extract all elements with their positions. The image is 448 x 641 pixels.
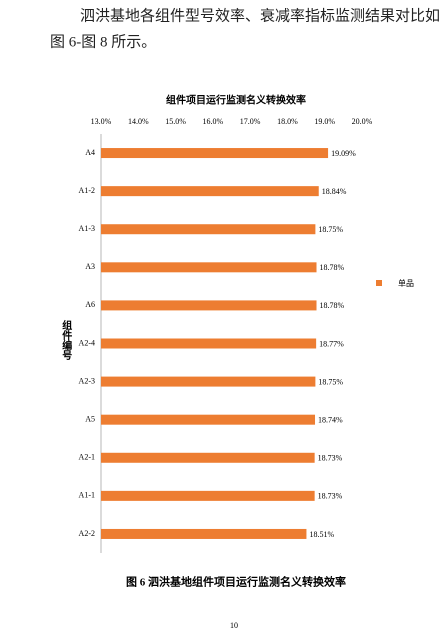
value-label: 18.73% [318, 454, 343, 463]
x-tick-label: 14.0% [128, 117, 149, 126]
x-tick-label: 19.0% [314, 117, 335, 126]
y-tick-label: A2-4 [79, 338, 95, 347]
paragraph-line: 图 6-图 8 所示。 [50, 33, 156, 50]
bar [101, 186, 319, 197]
y-tick-label: A1-2 [79, 186, 95, 195]
bar [101, 452, 315, 463]
y-tick-label: A1-1 [79, 491, 95, 500]
chart-title: 组件项目运行监测名义转换效率 [166, 93, 306, 106]
y-tick-label: A2-1 [79, 453, 95, 462]
y-tick-label: A2-2 [79, 529, 95, 538]
bar [101, 528, 307, 539]
value-label: 18.78% [320, 263, 345, 272]
value-label: 18.73% [318, 492, 343, 501]
bar [101, 338, 317, 349]
value-label: 18.78% [320, 301, 345, 310]
value-label: 18.77% [319, 339, 344, 348]
y-axis-label: 组件编号 [60, 319, 72, 361]
page-number: 10 [230, 621, 238, 630]
y-tick-label: A4 [85, 148, 95, 157]
value-label: 18.51% [309, 530, 334, 539]
value-label: 18.74% [318, 416, 343, 425]
x-tick-label: 17.0% [240, 117, 261, 126]
y-tick-label: A1-3 [79, 224, 95, 233]
bar [101, 490, 315, 501]
value-label: 18.75% [318, 225, 343, 234]
bar [101, 148, 329, 159]
x-tick-label: 18.0% [277, 117, 298, 126]
y-tick-label: A2-3 [79, 376, 95, 385]
bar [101, 414, 316, 425]
y-tick-label: A6 [85, 300, 95, 309]
legend-swatch [376, 280, 382, 286]
value-label: 19.09% [331, 149, 356, 158]
value-label: 18.75% [318, 377, 343, 386]
caption: 图 6 泗洪基地组件项目运行监测名义转换效率 [126, 575, 346, 589]
x-tick-label: 13.0% [91, 117, 112, 126]
x-tick-label: 16.0% [203, 117, 224, 126]
x-tick-label: 15.0% [165, 117, 186, 126]
x-tick-label: 20.0% [352, 117, 373, 126]
bar [101, 376, 316, 387]
bar [101, 300, 317, 311]
y-tick-label: A5 [85, 415, 95, 424]
value-label: 18.84% [322, 187, 347, 196]
legend-label: 单品 [398, 278, 414, 288]
bar [101, 262, 317, 273]
paragraph-line: 泗洪基地各组件型号效率、衰减率指标监测结果对比如 [80, 7, 440, 24]
y-tick-label: A3 [85, 262, 95, 271]
bar [101, 224, 316, 235]
